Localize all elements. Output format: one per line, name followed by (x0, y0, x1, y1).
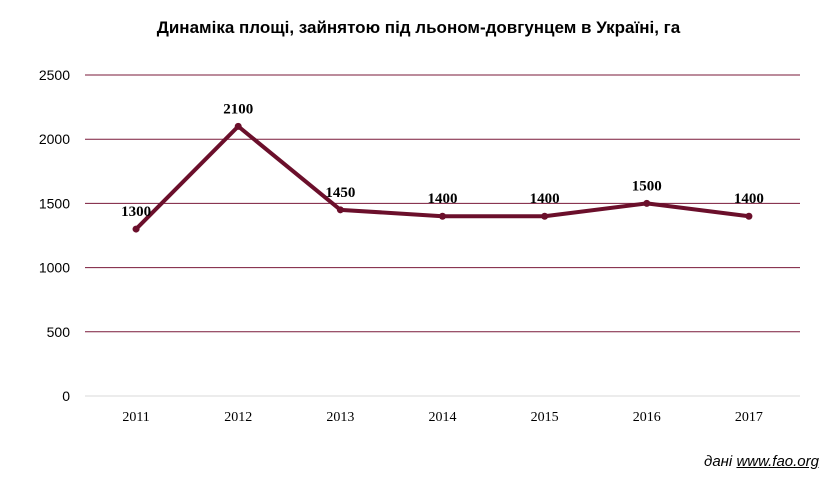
data-label: 1300 (121, 204, 151, 220)
data-point (643, 199, 651, 207)
source-prefix: дані (704, 453, 733, 470)
x-tick-label: 2011 (122, 410, 149, 425)
source-link[interactable]: www.fao.org (736, 453, 819, 470)
data-label: 1400 (734, 191, 764, 207)
y-tick-label: 2000 (39, 131, 70, 147)
y-tick-label: 1500 (39, 195, 70, 211)
data-label: 2100 (223, 101, 253, 117)
x-tick-label: 2014 (429, 410, 457, 425)
source-note: дані www.fao.org (704, 453, 819, 470)
x-tick-label: 2016 (633, 410, 661, 425)
x-tick-label: 2015 (531, 410, 559, 425)
x-axis-tick-labels: 2011 2012 2013 2014 2015 2016 2017 (122, 410, 763, 425)
data-label: 1400 (428, 191, 458, 207)
data-labels: 1300 2100 1450 1400 1400 1500 1400 (121, 101, 764, 220)
y-axis-tick-labels: 0 500 1000 1500 2000 2500 (39, 67, 70, 404)
data-point (336, 206, 344, 214)
y-tick-label: 2500 (39, 67, 70, 83)
data-point (132, 225, 140, 233)
data-label: 1400 (530, 191, 560, 207)
y-tick-label: 1000 (39, 260, 70, 276)
data-point (745, 212, 753, 220)
data-point (439, 212, 446, 220)
data-label: 1450 (325, 185, 355, 201)
data-point (234, 122, 242, 130)
x-tick-label: 2013 (326, 410, 354, 425)
series-points (132, 122, 753, 233)
gridlines (85, 74, 800, 397)
chart-title: Динаміка площі, зайнятою під льоном-довг… (156, 18, 681, 37)
x-tick-label: 2017 (735, 410, 763, 425)
x-tick-label: 2012 (224, 410, 252, 425)
y-tick-label: 0 (62, 388, 70, 404)
data-point (541, 212, 549, 220)
data-label: 1500 (632, 178, 662, 194)
y-tick-label: 500 (47, 324, 71, 340)
